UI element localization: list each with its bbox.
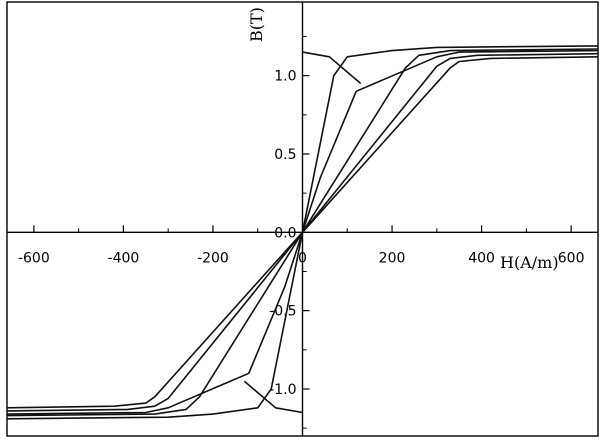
tick-labels: -600 -400 -200 0 200 400 600 -1.0 -0.5 0.0 0.5 1.0 <box>18 69 585 398</box>
x-tick-label: 400 <box>468 250 495 266</box>
hysteresis-curve-5 <box>6 49 599 415</box>
x-tick-label: -400 <box>108 250 140 266</box>
hysteresis-curve-6 <box>243 380 303 414</box>
y-axis-label: B(T) <box>247 7 266 42</box>
x-tick-label: -200 <box>197 250 229 266</box>
x-tick-label: 200 <box>379 250 406 266</box>
y-tick-label: 0.5 <box>274 147 296 163</box>
x-tick-label: 0 <box>298 250 307 266</box>
hysteresis-curve-7 <box>302 51 362 85</box>
x-tick-label: 600 <box>558 250 585 266</box>
hysteresis-curves <box>6 45 599 420</box>
y-tick-label: -0.5 <box>269 304 296 320</box>
x-tick-label: -600 <box>18 250 50 266</box>
y-tick-label: 0.0 <box>274 225 296 241</box>
y-tick-label: -1.0 <box>269 382 296 398</box>
x-axis-label: H(A/m) <box>500 253 559 272</box>
y-tick-label: 1.0 <box>274 69 296 85</box>
axis-ticks <box>33 35 572 429</box>
